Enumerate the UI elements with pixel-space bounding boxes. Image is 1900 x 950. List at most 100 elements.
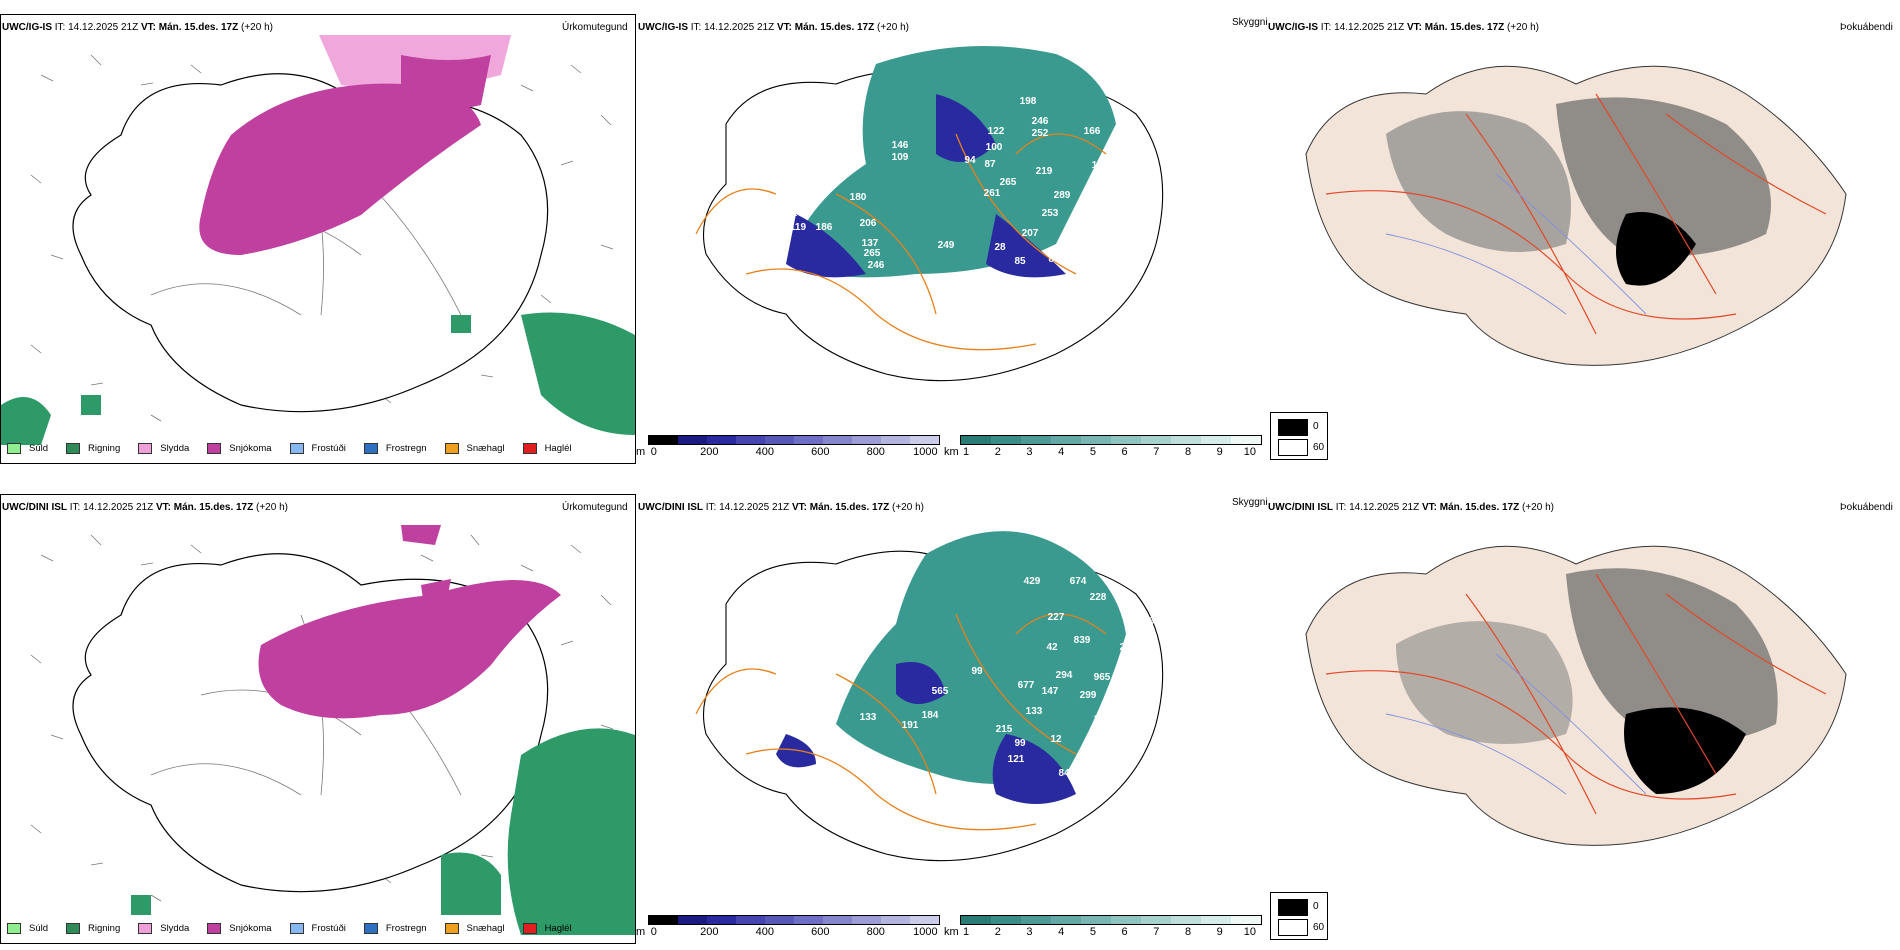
panel-header: UWC/IG-IS IT: 14.12.2025 21Z VT: Mán. 15… (638, 22, 909, 33)
init-time: IT: 14.12.2025 21Z (1320, 22, 1405, 33)
legend-item: Snjókoma (207, 443, 272, 454)
legend-swatch (7, 443, 21, 454)
tick-label: 10 (1243, 926, 1257, 938)
color-swatch (961, 916, 991, 924)
visibility-colorbar: 1 2 3 4 5 6 7 8 9 10 (960, 915, 1262, 938)
precip-map-row1 (1, 35, 635, 445)
tick-label: 9 (1216, 446, 1223, 458)
legend-label: Snjókoma (229, 443, 272, 454)
cloud-label-60: 60 (1313, 922, 1325, 933)
legend-item: Súld (7, 923, 48, 934)
legend-item: Haglél (522, 443, 572, 454)
legend-item: Frostregn (363, 923, 427, 934)
precip-type-panel-row2: Súld Rigning Slydda Snjókoma Frostúði Fr… (0, 494, 636, 944)
color-swatch (910, 916, 939, 924)
color-swatch (765, 916, 794, 924)
fog-map-row1 (1305, 65, 1847, 366)
init-time: IT: 14.12.2025 21Z (690, 22, 775, 33)
legend-swatch (522, 443, 537, 454)
tick-label: 600 (811, 446, 830, 458)
tick-label: 4 (1058, 926, 1065, 938)
legend-swatch (207, 443, 222, 454)
model-name: UWC/IG-IS (2, 22, 52, 33)
color-swatch (794, 916, 823, 924)
legend-item: Rigning (66, 923, 120, 934)
tick-label: 7 (1153, 446, 1160, 458)
init-time: IT: 14.12.2025 21Z (69, 502, 154, 513)
precip-type-legend: Súld Rigning Slydda Snjókoma Frostúði Fr… (7, 923, 590, 934)
panel-label-visibility: Skyggni (1232, 497, 1268, 508)
precip-map-row2 (30, 525, 635, 935)
legend-swatch (66, 923, 81, 934)
fog-panel-row1 (1266, 14, 1900, 462)
color-swatch (881, 916, 910, 924)
model-name: UWC/DINI ISL (638, 502, 703, 513)
tick-label: 400 (755, 446, 774, 458)
cloud-label-0: 0 (1313, 901, 1319, 912)
model-name: UWC/DINI ISL (2, 502, 67, 513)
cloud-label-60: 60 (1313, 442, 1325, 453)
panel-label-visibility: Skyggni (1232, 17, 1268, 28)
legend-swatch (138, 443, 153, 454)
legend-label: Haglél (544, 923, 572, 934)
legend-item: Súld (7, 443, 48, 454)
tick-label: 5 (1089, 446, 1096, 458)
valid-time-label: VT: (791, 502, 807, 513)
legend-label: Snjókoma (229, 923, 272, 934)
legend-swatch (289, 443, 304, 454)
panel-header: UWC/DINI ISL IT: 14.12.2025 21Z VT: Mán.… (1268, 502, 1554, 513)
legend-label: Súld (29, 443, 49, 454)
model-name: UWC/IG-IS (638, 22, 688, 33)
tick-label: 8 (1184, 926, 1192, 938)
tick-label: 6 (1121, 446, 1128, 458)
cloud-legend-row2: 0 60 (1270, 892, 1328, 940)
color-swatch (1201, 916, 1231, 924)
legend-item: Frostregn (363, 443, 427, 454)
tick-label: 2 (994, 446, 1001, 458)
tick-label: 4 (1058, 446, 1065, 458)
height-colorbar: 0 200 400 600 800 1000 (648, 435, 940, 458)
color-swatch (1051, 436, 1081, 444)
color-swatch (1141, 916, 1171, 924)
legend-swatch (7, 923, 21, 934)
height-unit: m (636, 926, 646, 938)
lead-time: (+20 h) (877, 22, 909, 33)
height-colorbar: 0 200 400 600 800 1000 (648, 915, 940, 938)
valid-time: Mán. 15.des. 17Z (1424, 22, 1505, 33)
color-swatch (1231, 436, 1261, 444)
panel-header: UWC/IG-IS IT: 14.12.2025 21Z VT: Mán. 15… (1268, 22, 1539, 33)
panel-label-cloud: Þokuábendi (1840, 502, 1893, 513)
tick-label: 0 (650, 446, 657, 458)
legend-swatch (522, 923, 537, 934)
color-swatch (852, 916, 881, 924)
tick-label: 10 (1243, 446, 1257, 458)
tick-label: 1000 (913, 446, 938, 458)
model-name: UWC/IG-IS (1268, 22, 1318, 33)
legend-swatch (66, 443, 81, 454)
tick-label: 7 (1153, 926, 1160, 938)
tick-label: 400 (755, 926, 774, 938)
tick-label: 0 (650, 926, 657, 938)
visibility-map-row2 (695, 531, 1164, 862)
model-name: UWC/DINI ISL (1268, 502, 1333, 513)
fog-panel-row2 (1266, 494, 1900, 942)
tick-label: 800 (866, 446, 885, 458)
panel-label-precip: Úrkomutegund (562, 22, 628, 33)
visibility-map-row1 (695, 46, 1164, 382)
legend-item: Frostúði (289, 443, 346, 454)
tick-label: 1 (962, 926, 970, 938)
init-time: IT: 14.12.2025 21Z (705, 502, 790, 513)
tick-label: 600 (811, 926, 830, 938)
color-swatch (1201, 436, 1231, 444)
color-swatch (1171, 436, 1201, 444)
color-swatch (765, 436, 794, 444)
valid-time-label: VT: (776, 22, 792, 33)
cloud-legend-row1: 0 60 (1270, 412, 1328, 460)
legend-swatch (138, 923, 153, 934)
color-swatch (1021, 916, 1051, 924)
color-swatch (1171, 916, 1201, 924)
color-swatch (794, 436, 823, 444)
valid-time: Mán. 15.des. 17Z (173, 502, 254, 513)
color-swatch (1081, 916, 1111, 924)
lead-time: (+20 h) (241, 22, 273, 33)
